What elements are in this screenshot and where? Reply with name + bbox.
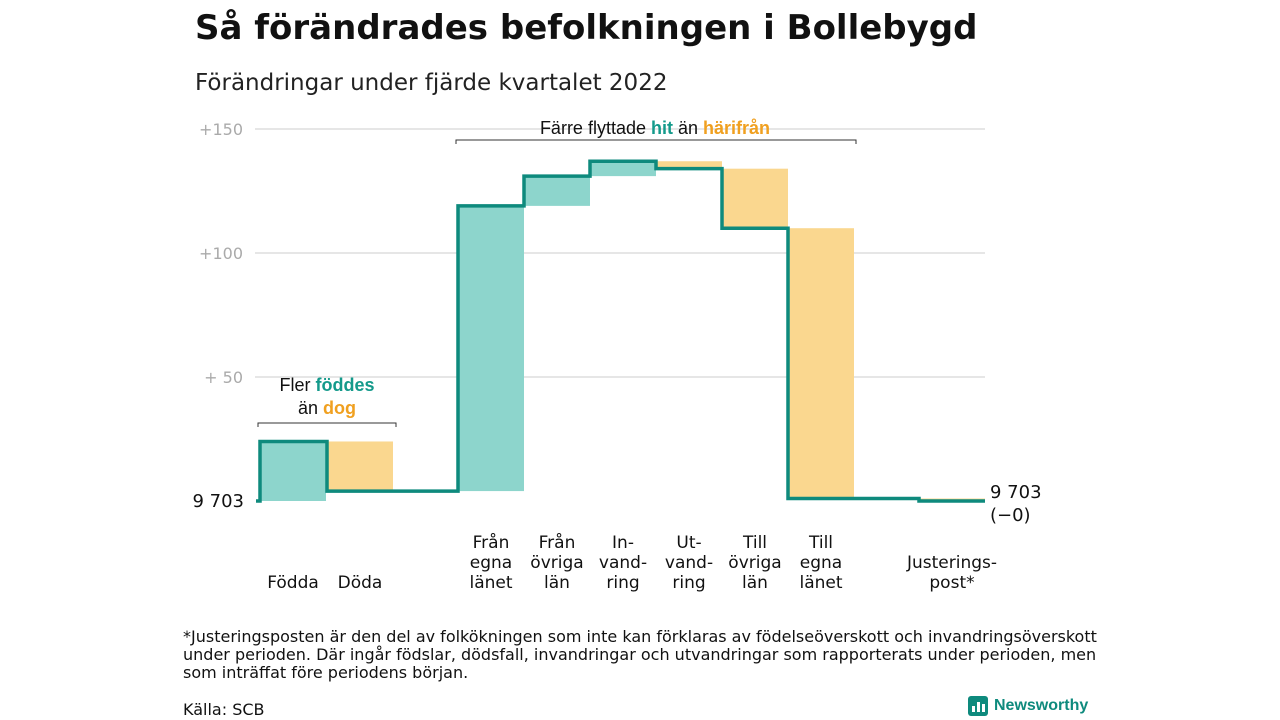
category-label: län bbox=[544, 573, 570, 593]
bar-5 bbox=[590, 161, 656, 177]
bar-6 bbox=[656, 161, 722, 169]
brand-name: Newsworthy bbox=[994, 697, 1089, 714]
category-label: Från bbox=[539, 532, 576, 553]
bar-1 bbox=[260, 441, 326, 501]
category-label: övriga bbox=[728, 553, 781, 573]
bracket-births-deaths bbox=[257, 422, 397, 427]
category-label: Från bbox=[473, 532, 510, 553]
bar-4 bbox=[524, 176, 590, 206]
category-label: egna bbox=[800, 553, 842, 573]
newsworthy-logo-icon bbox=[968, 696, 988, 716]
bar-2 bbox=[327, 441, 393, 492]
category-label: ring bbox=[672, 573, 705, 593]
category-label: övriga bbox=[530, 553, 583, 573]
chart-title: Så förändrades befolkningen i Bollebygd bbox=[195, 8, 978, 48]
category-label: In- bbox=[612, 533, 634, 553]
y-tick-label: +150 bbox=[199, 120, 243, 139]
category-label: Till bbox=[808, 533, 833, 553]
start-value-label: 9 703 bbox=[192, 491, 244, 512]
bar-8 bbox=[788, 228, 854, 499]
category-label: länet bbox=[469, 573, 512, 593]
category-label: Justerings- bbox=[906, 553, 997, 573]
end-change-label: (−0) bbox=[990, 505, 1031, 526]
bar-3 bbox=[458, 205, 524, 492]
brand: Newsworthy bbox=[968, 696, 1088, 716]
annotation-births-deaths: än dog bbox=[298, 398, 356, 418]
footnote: *Justeringsposten är den del av folkökni… bbox=[183, 627, 1097, 682]
category-label: Till bbox=[742, 533, 767, 553]
source-label: Källa: SCB bbox=[183, 700, 265, 719]
category-label: länet bbox=[799, 573, 842, 593]
category-label: ring bbox=[606, 573, 639, 593]
category-label: län bbox=[742, 573, 768, 593]
category-label: Döda bbox=[338, 573, 383, 593]
bracket-migration bbox=[455, 139, 857, 144]
chart-subtitle: Förändringar under fjärde kvartalet 2022 bbox=[195, 70, 668, 96]
category-label: Födda bbox=[267, 573, 319, 593]
y-tick-label: + 50 bbox=[204, 368, 243, 387]
end-value-label: 9 703 bbox=[990, 482, 1042, 503]
annotation-migration: Färre flyttade hit än härifrån bbox=[540, 118, 770, 138]
bar-7 bbox=[722, 168, 788, 229]
category-label: egna bbox=[470, 553, 512, 573]
category-label: post* bbox=[929, 573, 974, 593]
category-label: vand- bbox=[599, 553, 647, 573]
category-label: Ut- bbox=[676, 533, 701, 553]
y-tick-label: +100 bbox=[199, 244, 243, 263]
annotation-births-deaths: Fler föddes bbox=[279, 375, 374, 395]
running-total-line bbox=[256, 159, 985, 503]
category-label: vand- bbox=[665, 553, 713, 573]
